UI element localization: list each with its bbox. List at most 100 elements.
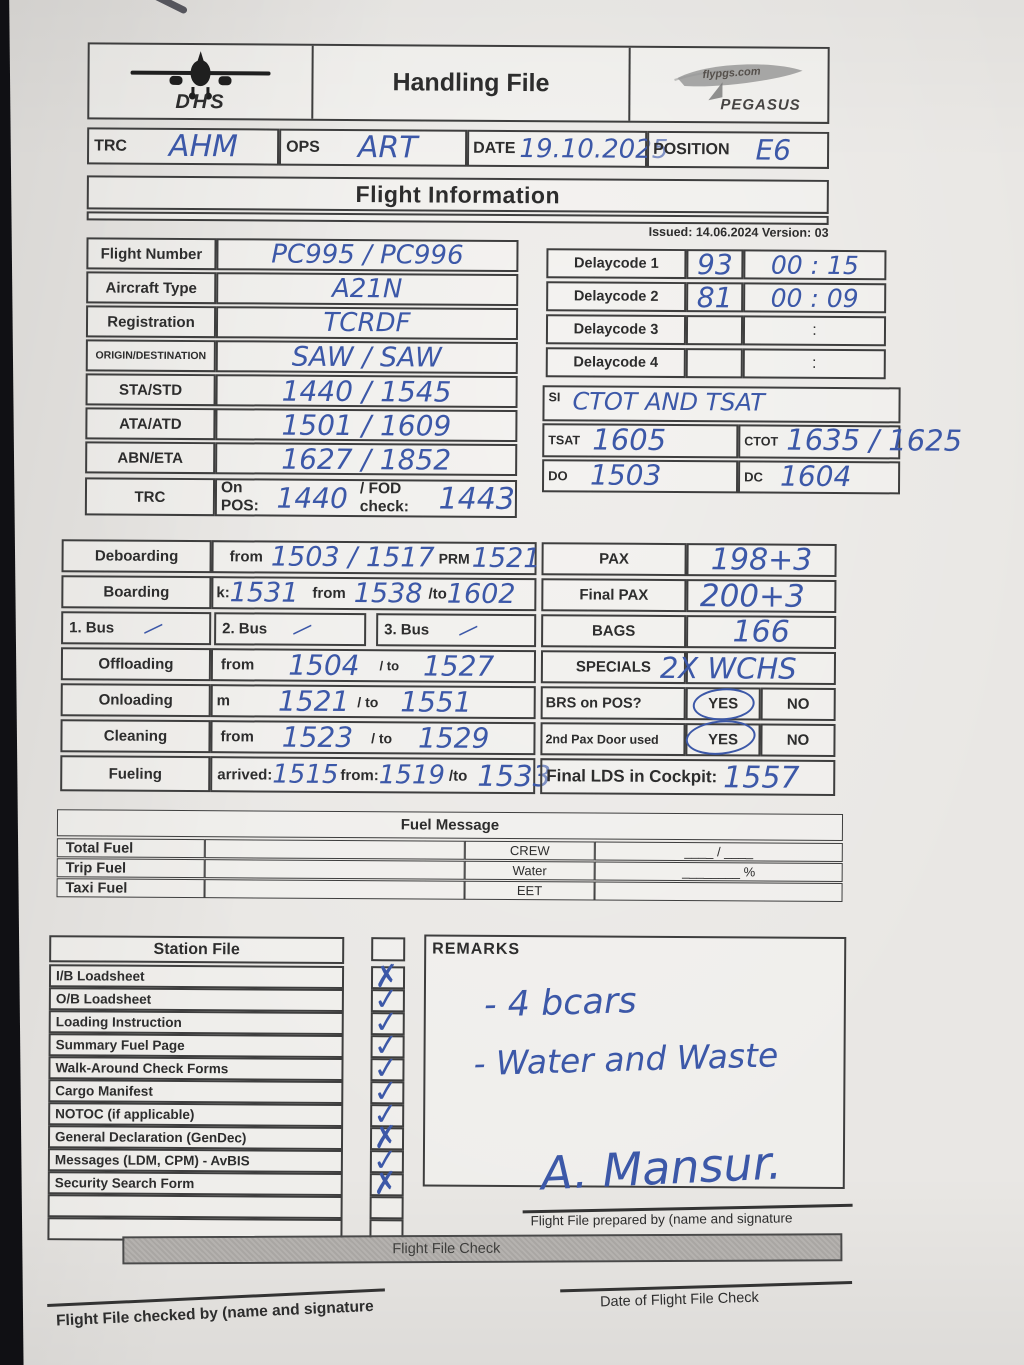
deboarding-value-cell: from 1503 / 1517 PRM 1521 bbox=[211, 540, 541, 576]
pax-value-cell: 198+3 bbox=[686, 542, 837, 578]
trc-label: TRC bbox=[94, 136, 128, 155]
origin-destination-value-cell: SAW / SAW bbox=[215, 340, 518, 375]
registration-value-cell: TCRDF bbox=[215, 306, 519, 341]
bus3-cell: 3. Bus — bbox=[376, 613, 537, 648]
trip-fuel-value-cell bbox=[204, 859, 465, 880]
bus1-cell: 1. Bus — bbox=[61, 611, 212, 646]
trc-row-label-cell: TRC bbox=[84, 477, 216, 517]
station-file-item: Messages (LDM, CPM) - AvBIS bbox=[47, 1148, 343, 1173]
flight-file-check-label: Flight File Check bbox=[392, 1240, 501, 1258]
station-file-item: General Declaration (GenDec) bbox=[47, 1125, 344, 1150]
eet-value-cell bbox=[594, 881, 843, 903]
fueling-value-cell: arrived: 1515 from: 1519 /to 1533 bbox=[210, 756, 551, 795]
offloading-label-cell: Offloading bbox=[60, 647, 212, 682]
station-file-item: NOTOC (if applicable) bbox=[48, 1102, 344, 1127]
remarks-line: - Water and Waste bbox=[473, 1035, 779, 1084]
bags-label-cell: BAGS bbox=[541, 614, 687, 649]
ata-atd-label-cell: ATA/ATD bbox=[85, 407, 216, 441]
onloading-value-cell: m 1521 / to 1551 bbox=[210, 684, 536, 720]
taxi-fuel-label-cell: Taxi Fuel bbox=[56, 878, 205, 899]
tsat-value: 1605 bbox=[592, 422, 667, 457]
delaycode4-label: Delaycode 4 bbox=[545, 347, 686, 379]
pegasus-logo: flypgs.com PEGASUS bbox=[630, 48, 827, 122]
ops-label: OPS bbox=[286, 138, 320, 156]
si-cell: SI CTOT AND TSAT bbox=[542, 385, 901, 424]
station-file-item: Security Search Form bbox=[47, 1171, 343, 1196]
ctot-value: 1635 / 1625 bbox=[786, 422, 963, 458]
delaycode3-label: Delaycode 3 bbox=[545, 314, 687, 346]
delaycode1-label: Delaycode 1 bbox=[546, 248, 687, 280]
flight-number-value-cell: PC995 / PC996 bbox=[216, 238, 519, 273]
on-pos-value: 1440 bbox=[276, 481, 348, 515]
do-label: DO bbox=[548, 468, 568, 484]
onloading-label-cell: Onloading bbox=[60, 683, 211, 718]
crew-label-cell: CREW bbox=[464, 840, 595, 861]
ctot-cell: CTOT 1635 / 1625 bbox=[738, 423, 962, 460]
station-file-item: Summary Fuel Page bbox=[48, 1033, 344, 1058]
station-file-item: Walk-Around Check Forms bbox=[48, 1056, 344, 1081]
si-label: SI bbox=[548, 390, 561, 405]
pax-door-no-cell: NO bbox=[760, 723, 836, 757]
registration-label-cell: Registration bbox=[85, 305, 217, 339]
pegasus-name-text: PEGASUS bbox=[720, 96, 801, 114]
delaycode1-code: 93 bbox=[686, 248, 744, 281]
pax-door-label-cell: 2nd Pax Door used bbox=[540, 722, 686, 757]
specials-value-cell: 2X WCHS bbox=[660, 650, 837, 685]
bus2-cell: 2. Bus — bbox=[214, 612, 367, 647]
title-underline-box bbox=[86, 211, 829, 225]
date-check-label: Date of Flight File Check bbox=[599, 1289, 760, 1311]
abn-eta-value-cell: 1627 / 1852 bbox=[215, 442, 518, 476]
eet-label-cell: EET bbox=[464, 880, 595, 901]
offloading-value-cell: from 1504 / to 1527 bbox=[210, 648, 537, 684]
dc-label: DC bbox=[744, 469, 763, 485]
flight-information-title: Flight Information bbox=[355, 180, 561, 208]
station-file-title-box: Station File bbox=[49, 935, 345, 964]
boarding-value-cell: k: 1531 from 1538 /to 1602 bbox=[211, 576, 537, 612]
ctot-label: CTOT bbox=[744, 434, 779, 449]
remarks-title: REMARKS bbox=[432, 940, 521, 959]
page-title: Handling File bbox=[392, 68, 550, 98]
total-fuel-value-cell bbox=[204, 839, 465, 860]
station-file-empty-row bbox=[47, 1194, 343, 1219]
pax-label-cell: PAX bbox=[541, 542, 687, 577]
fuel-message-title-box: Fuel Message bbox=[56, 809, 844, 842]
water-label-cell: Water bbox=[464, 860, 595, 881]
station-file-item: I/B Loadsheet bbox=[48, 964, 345, 989]
station-file-item: Loading Instruction bbox=[48, 1010, 344, 1035]
abn-eta-label-cell: ABN/ETA bbox=[85, 441, 216, 475]
aircraft-type-label-cell: Aircraft Type bbox=[86, 271, 217, 305]
delaycode-table: Delaycode 1 93 00 : 15 Delaycode 2 81 00… bbox=[545, 248, 887, 380]
prepared-by-label: Flight File prepared by (name and signat… bbox=[530, 1210, 793, 1229]
dhs-aircraft-icon bbox=[130, 51, 271, 100]
do-value: 1503 bbox=[589, 458, 662, 492]
date-field: DATE 19.10.2025 bbox=[466, 129, 668, 168]
issued-version-text: Issued: 14.06.2024 Version: 03 bbox=[648, 224, 829, 240]
dc-value: 1604 bbox=[779, 459, 852, 494]
brs-yes-circle bbox=[691, 685, 756, 722]
remarks-line: - 4 bcars bbox=[483, 981, 638, 1026]
pen-mark bbox=[127, 0, 189, 15]
origin-destination-label-cell: ORIGIN/DESTINATION bbox=[85, 339, 216, 373]
position-value: E6 bbox=[755, 133, 792, 167]
bus3-mark: — bbox=[452, 614, 484, 647]
trip-fuel-label-cell: Trip Fuel bbox=[56, 858, 205, 879]
cleaning-value-cell: from 1523 / to 1529 bbox=[210, 720, 536, 756]
flight-number-label-cell: Flight Number bbox=[86, 237, 217, 271]
crew-value-cell: ____ / ____ bbox=[594, 841, 843, 863]
brs-no-cell: NO bbox=[760, 687, 836, 721]
position-field: POSITION E6 bbox=[646, 130, 830, 169]
prepared-signature: A. Mansur. bbox=[539, 1135, 784, 1201]
aircraft-type-value-cell: A21N bbox=[216, 272, 519, 307]
final-pax-value-cell: 200+3 bbox=[686, 578, 837, 614]
fod-check-label: / FOD check: bbox=[359, 480, 409, 516]
delaycode2-label: Delaycode 2 bbox=[546, 281, 687, 313]
do-cell: DO 1503 bbox=[541, 458, 739, 494]
ata-atd-value-cell: 1501 / 1609 bbox=[215, 408, 518, 442]
fueling-label-cell: Fueling bbox=[60, 755, 211, 793]
total-fuel-label-cell: Total Fuel bbox=[56, 838, 205, 859]
boarding-label-cell: Boarding bbox=[61, 575, 212, 610]
delaycode2-code: 81 bbox=[686, 281, 744, 314]
delaycode2-time: 00 : 09 bbox=[743, 282, 887, 314]
bus1-mark: — bbox=[137, 612, 169, 645]
